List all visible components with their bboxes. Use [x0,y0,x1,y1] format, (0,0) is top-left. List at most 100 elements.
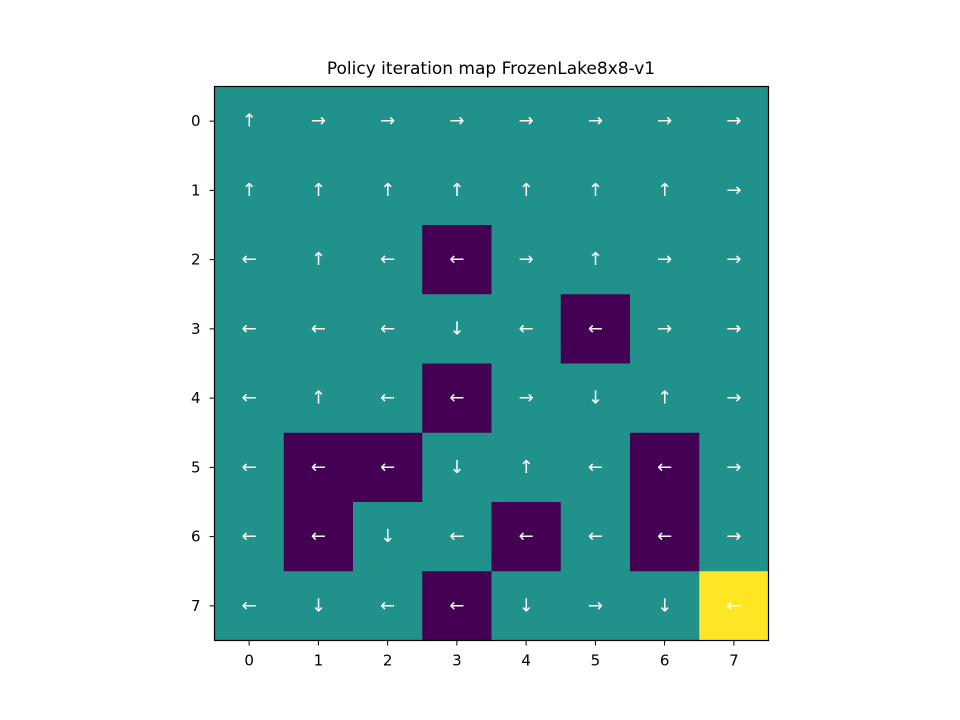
heatmap-cell [560,294,631,364]
policy-arrow: → [519,111,534,132]
heatmap-cell [283,155,354,226]
policy-arrow: → [726,180,741,201]
heatmap-cell [491,571,562,641]
policy-arrow: ↑ [519,457,534,478]
x-axis: 0 1 2 3 4 5 6 7 [244,640,739,670]
heatmap-cell [214,571,285,641]
heatmap-cell [491,502,562,572]
heatmap-cell [491,225,562,295]
policy-arrow: ↑ [519,180,534,201]
heatmap-cell [491,155,562,226]
heatmap-cell [353,86,423,157]
heatmap-cell [630,502,700,572]
policy-arrow: → [726,111,741,132]
heatmap-cell [630,363,700,434]
heatmap-cell [422,155,492,226]
policy-arrow: → [726,457,741,478]
policy-arrow: ← [242,457,257,478]
heatmap-cell [699,363,769,434]
policy-arrow: ← [657,457,672,478]
heatmap-cell [283,86,354,157]
heatmap-cell [353,502,423,572]
heatmap-cell [422,502,492,572]
heatmap-cell [630,86,700,157]
x-tick-label: 3 [452,652,462,670]
heatmap-cell [422,86,492,157]
policy-arrow: → [726,249,741,270]
x-tick-label: 6 [660,652,670,670]
heatmap-cell [422,294,492,364]
policy-arrow: ← [242,318,257,339]
y-tick-label: 6 [191,528,201,546]
policy-arrow: → [311,111,326,132]
plot-frame [213,85,770,642]
heatmap-cell [699,86,769,157]
heatmap-cell [283,294,354,364]
policy-arrow: → [657,111,672,132]
heatmap-cell [214,86,285,157]
heatmap-cell [214,363,285,434]
y-tick-label: 1 [191,181,201,199]
policy-arrow: → [657,318,672,339]
heatmap-cell [283,225,354,295]
policy-arrow: ↑ [657,388,672,409]
policy-arrow: ← [588,526,603,547]
x-tick-label: 4 [521,652,531,670]
y-tick-label: 2 [191,251,201,269]
heatmap-cell [560,502,631,572]
policy-arrow: ↓ [449,318,464,339]
y-tick-label: 0 [191,112,201,130]
heatmap-cell [422,225,492,295]
policy-arrow: → [519,249,534,270]
x-tick-label: 7 [729,652,739,670]
heatmap-cell [630,571,700,641]
policy-arrow: ← [311,318,326,339]
policy-arrow: → [726,526,741,547]
heatmap-cell [630,225,700,295]
heatmap-cell [353,294,423,364]
policy-arrow: ↑ [242,111,257,132]
heatmap-cell [699,225,769,295]
policy-arrow: ← [449,388,464,409]
policy-arrow: ↑ [311,249,326,270]
y-axis: 0 1 2 3 4 5 6 7 [191,112,215,615]
heatmap-cell [283,502,354,572]
policy-arrow: ← [311,526,326,547]
policy-arrow: ← [449,249,464,270]
policy-arrow: → [657,249,672,270]
policy-arrow: ← [242,526,257,547]
heatmap-cell [353,432,423,503]
heatmap-cell [630,155,700,226]
policy-arrow: ← [380,318,395,339]
policy-arrow: ↓ [519,595,534,616]
policy-arrow: ↑ [449,180,464,201]
x-tick-label: 1 [314,652,324,670]
heatmap-cell [214,225,285,295]
policy-arrow: ← [242,249,257,270]
policy-arrow: ↓ [588,388,603,409]
heatmap-cell [353,571,423,641]
policy-arrow: → [726,388,741,409]
policy-arrow: ↑ [588,249,603,270]
heatmap-cell [630,294,700,364]
policy-arrow: ← [726,595,741,616]
policy-arrow: ← [519,526,534,547]
policy-arrow: ↑ [588,180,603,201]
heatmap-cell [491,294,562,364]
policy-arrow: ↓ [449,457,464,478]
heatmap-cell [214,502,285,572]
y-tick-label: 5 [191,458,201,476]
y-tick-label: 3 [191,320,201,338]
policy-arrow: ← [588,457,603,478]
policy-arrow: ↓ [311,595,326,616]
heatmap-cell [283,432,354,503]
heatmap-cell [560,225,631,295]
policy-arrow: ↑ [311,180,326,201]
heatmap-cell [353,155,423,226]
heatmap-cell [699,571,769,641]
heatmap-cell [491,363,562,434]
heatmap-cell [214,432,285,503]
policy-arrow: ← [380,249,395,270]
policy-arrow: ← [311,457,326,478]
